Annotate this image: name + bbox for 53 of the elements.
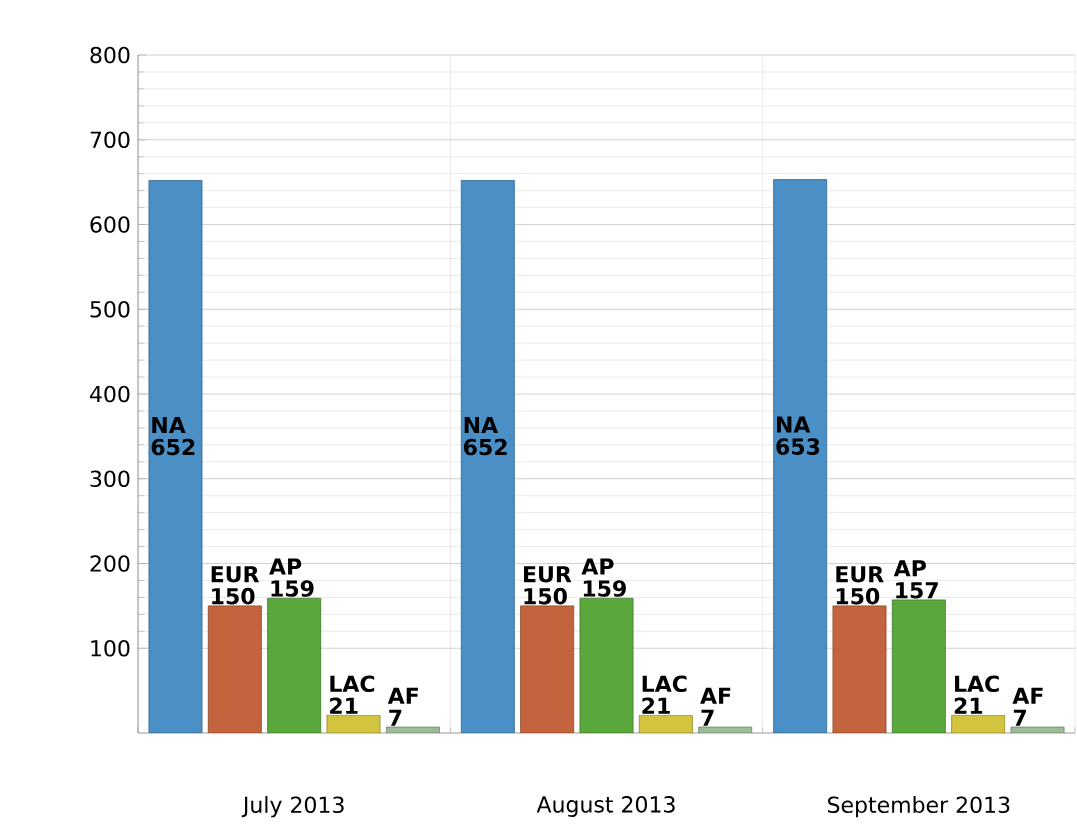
data-label: 7 (701, 709, 714, 726)
text: LAC (955, 675, 999, 693)
text: AP (893, 560, 926, 577)
y-tick-label: 500 (90, 300, 130, 318)
bar (773, 179, 828, 734)
bar (891, 599, 946, 734)
data-label: 21 (954, 697, 983, 714)
bar (460, 180, 515, 734)
y-tick-label: 200 (90, 555, 130, 572)
data-label: 159 (583, 580, 626, 597)
text: EUR (524, 566, 572, 583)
bar (326, 714, 381, 734)
y-tick-label: 100 (91, 639, 130, 657)
series-label: AP (269, 558, 302, 575)
x-tick-label: July 2013 (241, 796, 344, 818)
data-label: 7 (389, 709, 402, 726)
data-label: 159 (271, 580, 314, 597)
bar (267, 597, 322, 734)
data-label: 150 (212, 587, 255, 605)
data-label: 157 (896, 582, 938, 599)
text: NA (152, 416, 186, 434)
series-label: EUR (211, 566, 260, 583)
bar (832, 605, 887, 734)
text: EUR (836, 566, 884, 583)
text: LAC (642, 675, 687, 693)
bar (207, 605, 262, 734)
bar (520, 605, 575, 734)
series-label: NA (464, 416, 498, 434)
x-tick-label: September 2013 (827, 796, 1010, 818)
text: AF (1012, 687, 1043, 704)
series-label: LAC (330, 675, 375, 693)
data-label: 21 (642, 697, 670, 714)
y-tick-label: 700 (90, 131, 130, 149)
data-label: 150 (836, 587, 880, 605)
x-tick-label: August 2013 (536, 796, 675, 817)
bar (579, 597, 634, 734)
data-label: 653 (776, 438, 820, 455)
data-label: 150 (524, 587, 567, 605)
bar (148, 180, 203, 734)
y-tick-label: 600 (90, 216, 130, 233)
series-label: AF (387, 687, 418, 704)
y-tick-label: 400 (90, 385, 130, 403)
y-tick-label: 300 (90, 470, 130, 488)
data-label: 21 (330, 697, 358, 714)
data-label: 7 (1013, 709, 1026, 726)
text: AP (581, 558, 614, 575)
data-label: 652 (151, 438, 195, 456)
bar (951, 714, 1006, 734)
y-tick-label: 800 (90, 46, 130, 64)
bar (638, 714, 693, 734)
data-label: 652 (464, 438, 507, 456)
text: NA (777, 416, 811, 433)
text: AF (700, 687, 731, 704)
